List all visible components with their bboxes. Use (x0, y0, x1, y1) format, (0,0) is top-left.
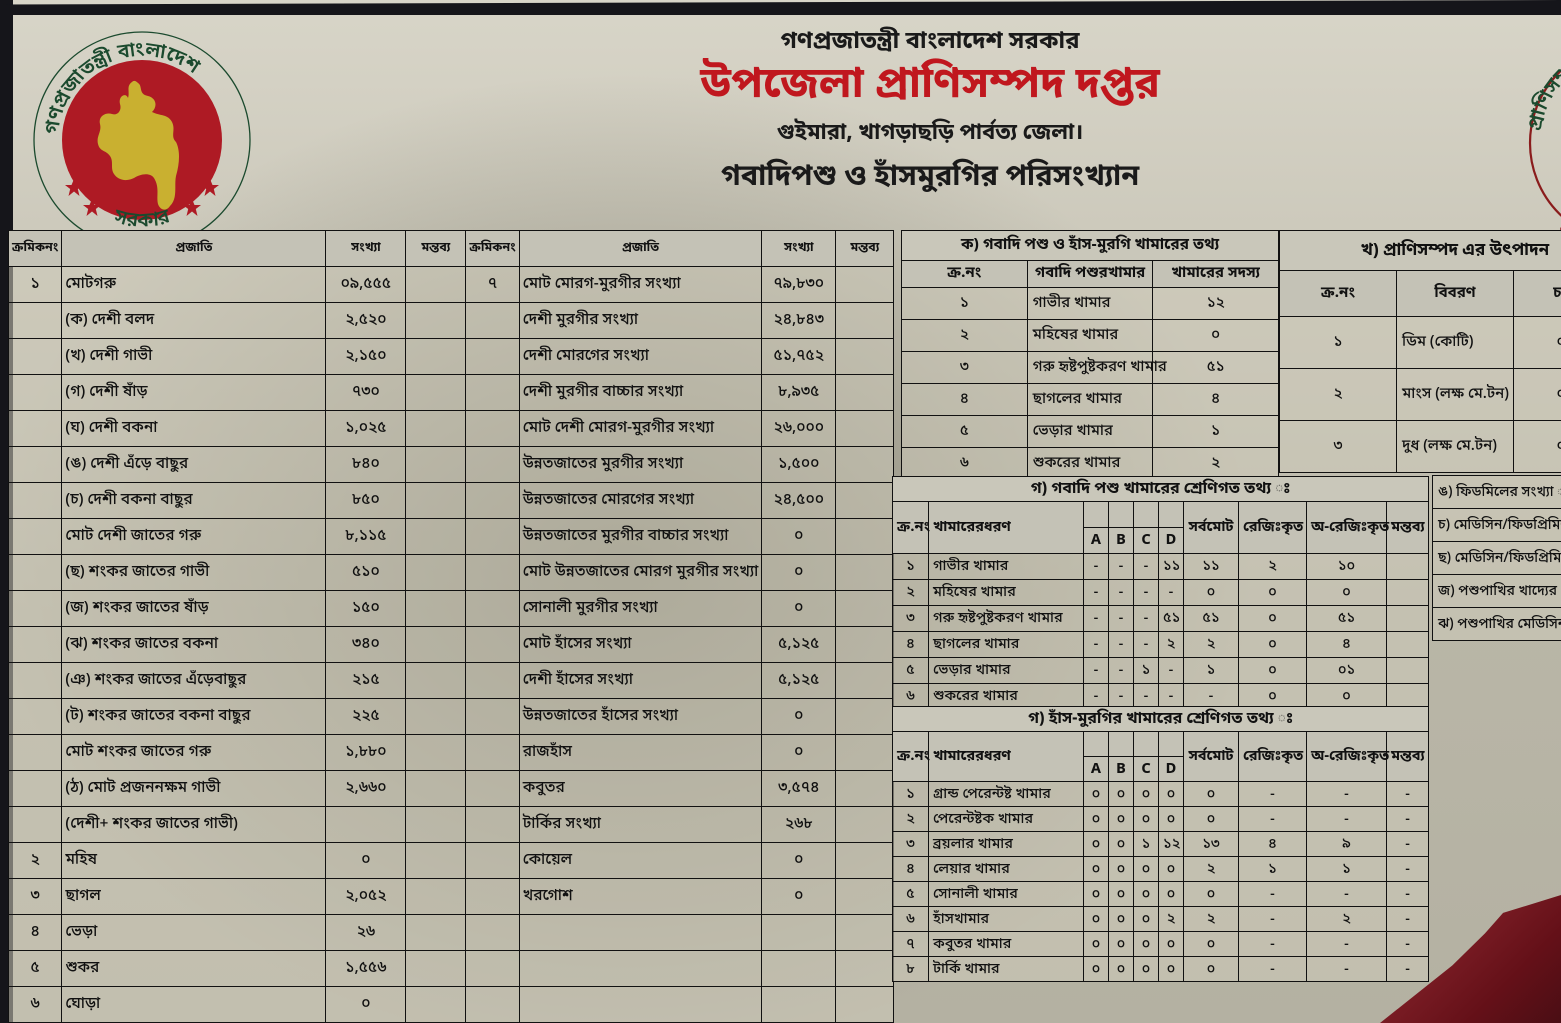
svg-text:প্রাণিসম্পদ: প্রাণিসম্পদ (1525, 48, 1561, 134)
